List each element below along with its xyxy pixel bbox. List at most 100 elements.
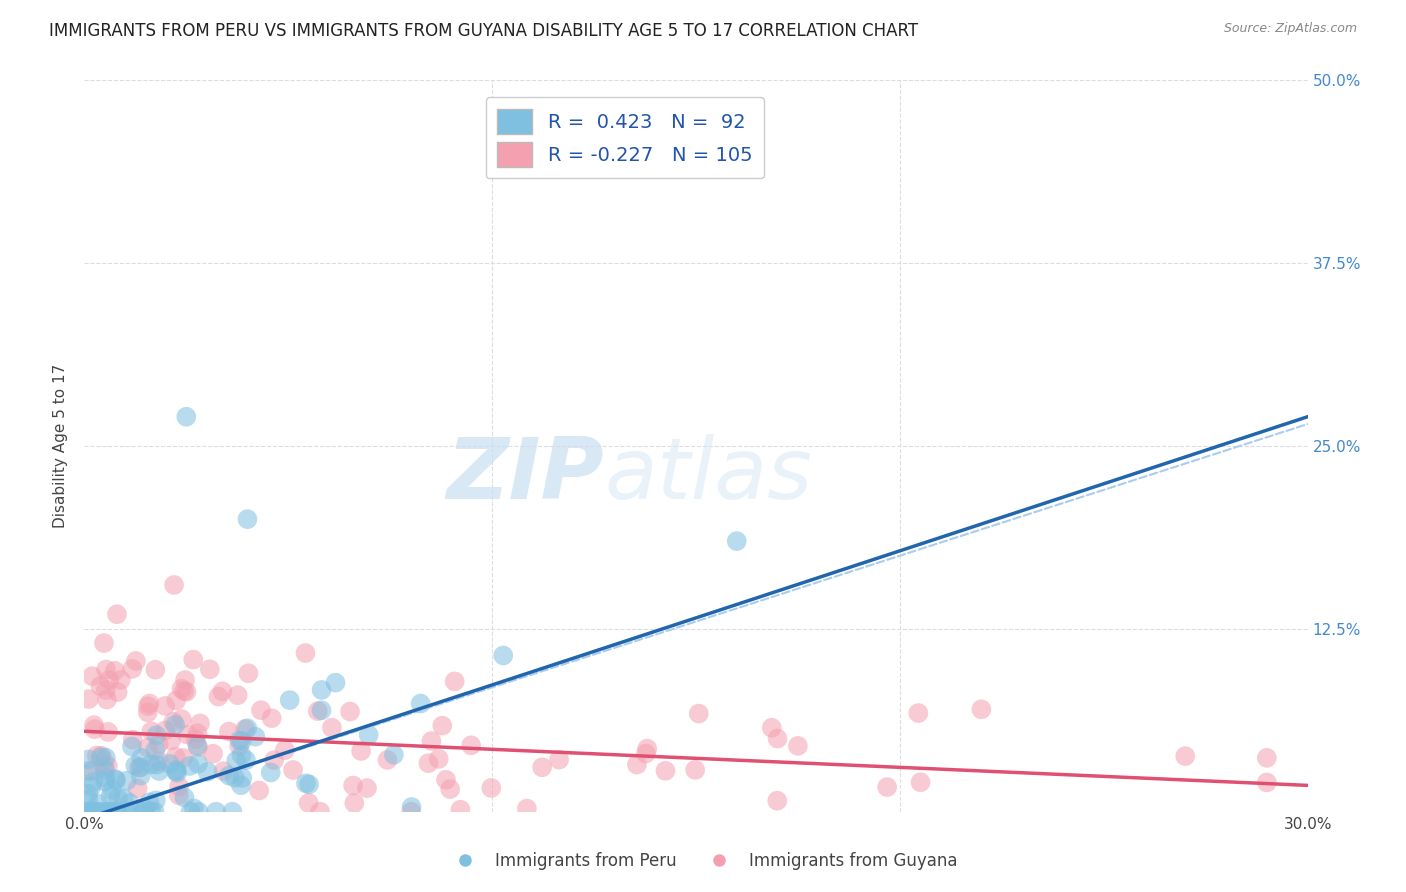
Point	[115, 773, 138, 788]
Point	[343, 796, 366, 810]
Point	[100, 789, 122, 804]
Point	[94, 683, 117, 698]
Point	[443, 674, 465, 689]
Point	[89, 679, 111, 693]
Point	[155, 723, 177, 738]
Point	[350, 744, 373, 758]
Point	[82, 669, 104, 683]
Point	[89, 805, 111, 819]
Point	[233, 722, 256, 736]
Point	[418, 756, 440, 771]
Point	[138, 697, 160, 711]
Point	[146, 757, 169, 772]
Point	[382, 747, 405, 762]
Point	[97, 725, 120, 739]
Point	[377, 753, 399, 767]
Point	[238, 666, 260, 681]
Point	[94, 763, 117, 777]
Point	[107, 791, 129, 805]
Point	[104, 772, 127, 786]
Point	[212, 764, 235, 779]
Point	[531, 760, 554, 774]
Point	[187, 740, 209, 755]
Point	[94, 663, 117, 677]
Point	[401, 800, 423, 814]
Point	[197, 764, 219, 779]
Point	[124, 758, 146, 772]
Point	[121, 805, 143, 819]
Point	[184, 732, 207, 747]
Point	[77, 752, 100, 766]
Point	[143, 805, 166, 819]
Point	[83, 805, 105, 819]
Point	[163, 578, 186, 592]
Point	[165, 763, 187, 777]
Point	[101, 782, 124, 797]
Point	[82, 805, 104, 819]
Point	[118, 796, 141, 810]
Point	[134, 805, 156, 819]
Text: atlas: atlas	[605, 434, 813, 516]
Point	[235, 753, 257, 767]
Point	[339, 705, 361, 719]
Point	[439, 782, 461, 797]
Point	[236, 512, 259, 526]
Point	[278, 693, 301, 707]
Point	[97, 805, 120, 819]
Point	[83, 718, 105, 732]
Point	[295, 776, 318, 790]
Point	[187, 756, 209, 771]
Point	[309, 805, 332, 819]
Point	[250, 703, 273, 717]
Point	[170, 681, 193, 696]
Point	[77, 805, 100, 819]
Legend: Immigrants from Peru, Immigrants from Guyana: Immigrants from Peru, Immigrants from Gu…	[441, 846, 965, 877]
Point	[548, 753, 571, 767]
Point	[218, 724, 240, 739]
Point	[77, 792, 100, 806]
Point	[82, 775, 104, 789]
Point	[321, 721, 343, 735]
Point	[910, 775, 932, 789]
Point	[420, 734, 443, 748]
Point	[80, 805, 103, 819]
Point	[236, 721, 259, 735]
Point	[139, 805, 162, 819]
Point	[260, 711, 283, 725]
Point	[761, 721, 783, 735]
Point	[787, 739, 810, 753]
Point	[179, 805, 201, 819]
Point	[160, 733, 183, 747]
Point	[96, 805, 118, 819]
Point	[294, 646, 316, 660]
Point	[94, 771, 117, 785]
Point	[148, 764, 170, 778]
Point	[207, 690, 229, 704]
Point	[187, 805, 209, 819]
Point	[172, 751, 194, 765]
Point	[131, 751, 153, 765]
Point	[110, 673, 132, 687]
Point	[228, 733, 250, 747]
Point	[159, 756, 181, 771]
Point	[342, 779, 364, 793]
Point	[174, 409, 197, 424]
Point	[166, 765, 188, 780]
Text: IMMIGRANTS FROM PERU VS IMMIGRANTS FROM GUYANA DISABILITY AGE 5 TO 17 CORRELATIO: IMMIGRANTS FROM PERU VS IMMIGRANTS FROM …	[49, 22, 918, 40]
Point	[98, 805, 121, 819]
Point	[165, 718, 187, 732]
Point	[479, 780, 502, 795]
Point	[356, 781, 378, 796]
Point	[105, 773, 128, 788]
Point	[205, 805, 228, 819]
Point	[153, 698, 176, 713]
Point	[136, 740, 159, 755]
Point	[634, 747, 657, 761]
Point	[231, 734, 253, 748]
Text: ZIP: ZIP	[447, 434, 605, 516]
Point	[263, 753, 285, 767]
Point	[325, 675, 347, 690]
Point	[90, 750, 112, 764]
Point	[134, 802, 156, 816]
Point	[636, 741, 658, 756]
